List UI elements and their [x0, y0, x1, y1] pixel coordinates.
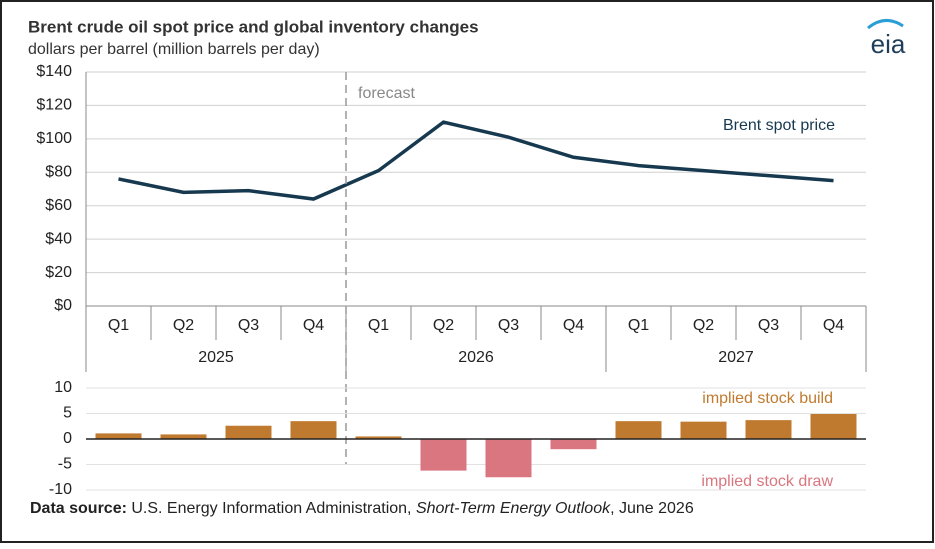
- x-tick-label: Q4: [823, 317, 844, 334]
- y-tick-label: 0: [63, 430, 72, 447]
- x-tick-label: Q4: [303, 317, 324, 334]
- x-tick-label: Q2: [173, 317, 194, 334]
- bar: [160, 434, 207, 439]
- forecast-label: forecast: [358, 85, 415, 102]
- chart-subtitle: dollars per barrel (million barrels per …: [28, 41, 320, 58]
- bar: [615, 421, 662, 439]
- x-tick-label: Q1: [628, 317, 649, 334]
- source-text: U.S. Energy Information Administration,: [127, 500, 416, 517]
- bar: [680, 421, 727, 439]
- series-label: Brent spot price: [723, 117, 835, 134]
- bar: [550, 439, 597, 450]
- y-tick-label: $100: [36, 130, 72, 147]
- y-tick-label: $20: [45, 264, 72, 281]
- x-tick-label: Q3: [758, 317, 779, 334]
- y-tick-label: $0: [54, 297, 72, 314]
- source-date: , June 2026: [610, 500, 694, 517]
- y-tick-label: -5: [58, 456, 72, 473]
- bar: [355, 436, 402, 439]
- x-tick-label: Q2: [433, 317, 454, 334]
- chart-title: Brent crude oil spot price and global in…: [28, 17, 479, 36]
- bar: [745, 420, 792, 439]
- y-tick-label: $60: [45, 197, 72, 214]
- x-tick-label: Q3: [238, 317, 259, 334]
- bar: [225, 425, 272, 439]
- year-label: 2027: [718, 349, 754, 366]
- y-tick-label: $140: [36, 63, 72, 80]
- y-tick-label: 5: [63, 405, 72, 422]
- build-label: implied stock build: [702, 390, 833, 407]
- source-publication: Short-Term Energy Outlook: [416, 500, 611, 517]
- bar: [95, 433, 142, 439]
- bar: [485, 439, 532, 478]
- x-tick-label: Q1: [108, 317, 129, 334]
- source: Data source: U.S. Energy Information Adm…: [30, 500, 694, 517]
- x-tick-label: Q4: [563, 317, 584, 334]
- x-tick-label: Q1: [368, 317, 389, 334]
- y-tick-label: $120: [36, 97, 72, 114]
- draw-label: implied stock draw: [701, 473, 833, 490]
- y-tick-label: $40: [45, 230, 72, 247]
- logo-arc: [867, 19, 904, 30]
- x-tick-label: Q3: [498, 317, 519, 334]
- year-label: 2026: [458, 349, 494, 366]
- x-tick-label: Q2: [693, 317, 714, 334]
- logo: eia: [871, 29, 906, 59]
- price-line: [118, 120, 834, 201]
- bar: [290, 421, 337, 439]
- source-label: Data source:: [30, 500, 127, 517]
- y-tick-label: 10: [54, 379, 72, 396]
- y-tick-label: -10: [49, 481, 72, 498]
- bar: [810, 414, 857, 439]
- y-tick-label: $80: [45, 164, 72, 181]
- bar: [420, 439, 467, 471]
- year-label: 2025: [198, 349, 234, 366]
